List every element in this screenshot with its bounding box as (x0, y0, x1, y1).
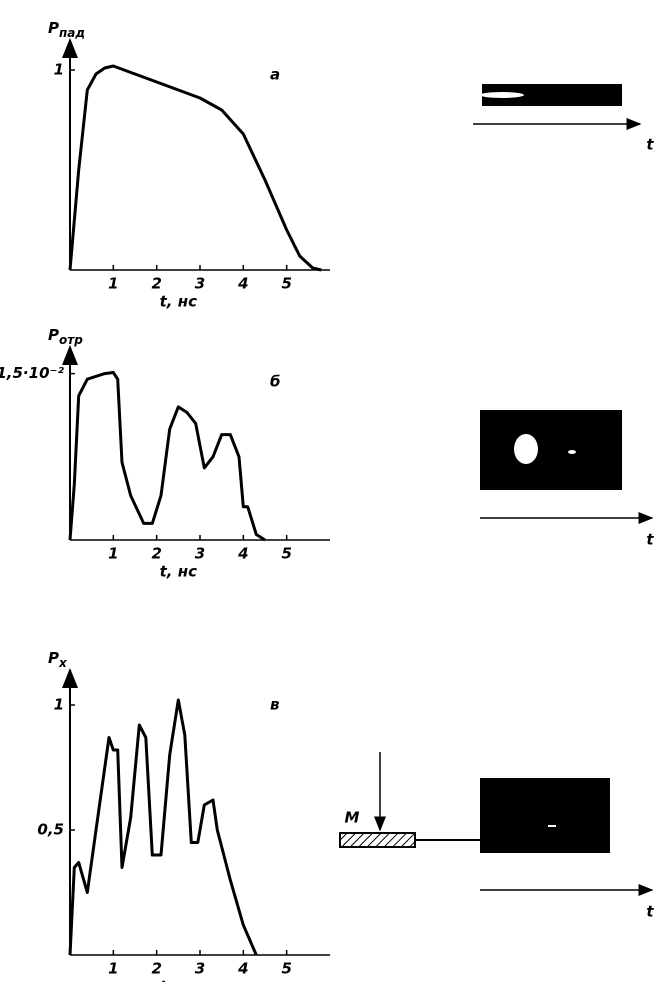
x-axis-label: t, нс (160, 978, 197, 982)
diagram-label: M (345, 809, 360, 827)
figure: t t t M Pпад а t, нс 1 2 3 4 5 1 Pотр б t, нс 1 2 3 4 5 1… (0, 0, 659, 982)
y-axis-label-main: P (48, 19, 59, 37)
photo-b: t (480, 410, 654, 549)
photo-a: t (473, 84, 654, 154)
y-tick-label: 1 (54, 61, 64, 79)
data-line (70, 700, 256, 955)
x-tick-label: 4 (237, 960, 248, 978)
x-tick-label: 2 (151, 545, 161, 563)
panel-label: а (270, 66, 280, 84)
photo-axis-label: t (646, 903, 654, 921)
photo-axis-label: t (646, 136, 654, 154)
photo-c: t (480, 778, 654, 921)
setup-diagram: M (340, 752, 480, 847)
x-tick-label: 3 (195, 545, 205, 563)
chart-panel: Pпад а t, нс 1 2 3 4 5 1 (48, 19, 330, 311)
x-tick-label: 2 (151, 275, 161, 293)
x-tick-label: 3 (195, 275, 205, 293)
y-axis-label-sub: пад (59, 26, 85, 40)
x-tick-label: 4 (237, 545, 248, 563)
y-tick-label: 1,5·10⁻² (0, 364, 64, 382)
data-line (70, 373, 265, 541)
x-tick-label: 1 (108, 545, 118, 563)
x-tick-label: 2 (151, 960, 161, 978)
chart-panel: Pотр б t, нс 1 2 3 4 5 1,5·10⁻² (0, 326, 330, 581)
x-axis-label: t, нс (160, 563, 197, 581)
x-tick-label: 3 (195, 960, 205, 978)
y-axis-label: Pпад (48, 19, 85, 40)
x-tick-label: 1 (108, 275, 118, 293)
photo-axis-label: t (646, 531, 654, 549)
y-tick-label: 1 (54, 696, 64, 714)
panel-label: б (270, 373, 280, 391)
y-axis-label: Pотр (48, 326, 83, 347)
x-tick-label: 4 (237, 275, 248, 293)
y-axis-label: Px (48, 649, 68, 670)
y-axis-label-sub: x (58, 656, 68, 670)
x-tick-label: 1 (108, 960, 118, 978)
x-tick-label: 5 (281, 960, 291, 978)
x-tick-label: 5 (281, 275, 291, 293)
y-tick-label: 0,5 (37, 821, 64, 839)
y-axis-label-main: P (48, 326, 59, 344)
data-line (70, 66, 321, 270)
panel-label: в (270, 696, 280, 714)
x-axis-label: t, нс (160, 293, 197, 311)
y-axis-label-main: P (48, 649, 59, 667)
y-axis-label-sub: отр (59, 333, 83, 347)
x-tick-label: 5 (281, 545, 291, 563)
chart-panel: Px в t, нс 1 2 3 4 5 0,5 1 (37, 649, 330, 982)
